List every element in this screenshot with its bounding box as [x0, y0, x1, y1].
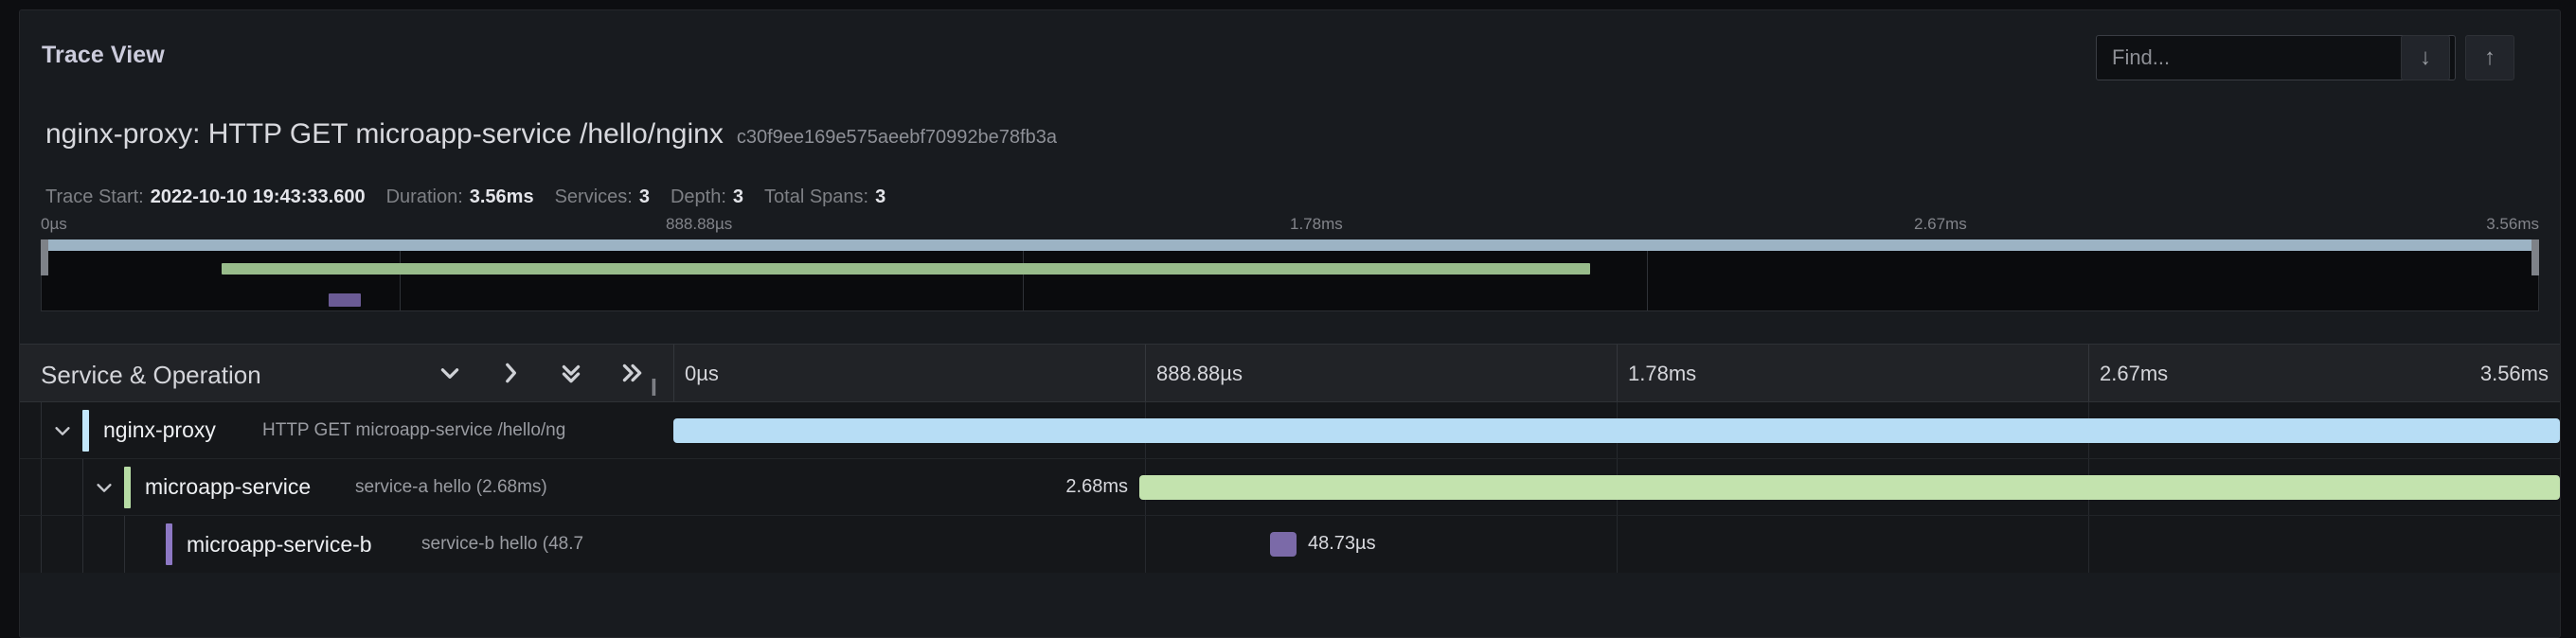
timeline-column-divider: [1617, 345, 1618, 401]
meta-duration: Duration: 3.56ms: [386, 186, 534, 208]
timeline-tick-0: 0µs: [685, 362, 719, 385]
find-next-button[interactable]: ↓: [2401, 35, 2450, 80]
meta-label: Duration:: [385, 186, 463, 207]
minimap-ticks: 0µs 888.88µs 1.78ms 2.67ms 3.56ms: [20, 213, 2560, 239]
panel-header: Trace View ↓ ↑: [20, 10, 2560, 92]
minimap-bar-microapp-service: [222, 263, 1590, 275]
span-name-cell[interactable]: microapp-service service-a hello (2.68ms…: [20, 459, 673, 515]
minimap-drag-handle-right[interactable]: [2531, 239, 2539, 275]
meta-services: Services: 3: [555, 186, 650, 208]
arrow-down-icon: ↓: [2420, 44, 2431, 70]
span-duration-bar[interactable]: [1139, 475, 2560, 500]
span-operation-name: HTTP GET microapp-service /hello/ng: [262, 419, 566, 440]
span-bar-cell[interactable]: [673, 402, 2560, 458]
meta-label: Services:: [554, 186, 633, 207]
meta-trace-start: Trace Start: 2022-10-10 19:43:33.600: [45, 186, 366, 208]
service-operation-column-header: Service & Operation: [41, 361, 261, 389]
minimap-gridline: [400, 240, 401, 310]
service-color-swatch: [124, 467, 131, 508]
minimap-bar-microapp-service-b: [329, 293, 361, 307]
span-operation-name: service-a hello (2.68ms): [355, 476, 547, 497]
expand-collapse-controls: [437, 358, 645, 388]
span-expander-toggle[interactable]: [50, 418, 75, 443]
span-duration-bar[interactable]: [1270, 532, 1297, 557]
meta-value: 2022-10-10 19:43:33.600: [150, 186, 366, 207]
span-operation-name: service-b hello (48.7: [421, 534, 584, 554]
meta-label: Total Spans:: [764, 186, 869, 207]
search-input[interactable]: [2096, 35, 2456, 80]
timeline-column-divider: [673, 345, 674, 401]
expand-one-level-icon[interactable]: [497, 358, 524, 388]
minimap-tick-3: 2.67ms: [1914, 215, 1967, 233]
meta-total-spans: Total Spans: 3: [764, 186, 886, 208]
span-name-cell[interactable]: microapp-service-b service-b hello (48.7: [20, 516, 673, 573]
service-color-swatch: [166, 523, 172, 565]
span-expander-toggle[interactable]: [92, 475, 116, 500]
table-row[interactable]: nginx-proxy HTTP GET microapp-service /h…: [20, 402, 2560, 459]
span-duration-bar[interactable]: [673, 418, 2560, 443]
timeline-column-divider: [2088, 345, 2089, 401]
minimap-tick-1: 888.88µs: [666, 215, 733, 233]
trace-meta: Trace Start: 2022-10-10 19:43:33.600 Dur…: [45, 186, 906, 208]
expand-all-icon[interactable]: [618, 358, 645, 388]
span-bar-cell[interactable]: 48.73µs: [673, 516, 2560, 573]
page-title: Trace View: [42, 42, 165, 68]
span-duration-label: 2.68ms: [1065, 476, 1128, 497]
meta-value: 3: [638, 186, 650, 207]
trace-header: nginx-proxy: HTTP GET microapp-service /…: [45, 118, 1057, 151]
trace-id[interactable]: c30f9ee169e575aeebf70992be78fb3a: [736, 127, 1057, 148]
table-row[interactable]: microapp-service service-a hello (2.68ms…: [20, 459, 2560, 516]
timeline-column-divider: [1145, 345, 1146, 401]
trace-title: nginx-proxy: HTTP GET microapp-service /…: [45, 118, 724, 150]
minimap-tick-4: 3.56ms: [2486, 215, 2539, 233]
span-service-name: nginx-proxy: [103, 417, 216, 442]
timeline-tick-2: 1.78ms: [1628, 362, 1697, 385]
meta-value: 3: [732, 186, 744, 207]
span-service-name: microapp-service-b: [187, 531, 372, 557]
timeline-tick-4: 3.56ms: [2479, 362, 2549, 385]
minimap-selection-bar[interactable]: [41, 239, 2539, 251]
minimap-tick-2: 1.78ms: [1290, 215, 1343, 233]
timeline-tick-3: 2.67ms: [2100, 362, 2169, 385]
arrow-up-icon: ↑: [2484, 44, 2496, 70]
table-row[interactable]: microapp-service-b service-b hello (48.7…: [20, 516, 2560, 573]
trace-minimap[interactable]: 0µs 888.88µs 1.78ms 2.67ms 3.56ms: [20, 213, 2560, 334]
meta-value: 3.56ms: [469, 186, 534, 207]
minimap-canvas[interactable]: [41, 239, 2539, 311]
trace-view-panel: Trace View ↓ ↑ nginx-proxy: HTTP GET mic…: [19, 9, 2561, 638]
timeline-header: Service & Operation || 0µs 888.88µs 1.78…: [20, 344, 2560, 402]
find-controls: [2096, 35, 2456, 80]
meta-label: Trace Start:: [45, 186, 144, 207]
column-resize-handle[interactable]: ||: [651, 377, 657, 397]
collapse-one-level-icon[interactable]: [437, 358, 463, 388]
meta-label: Depth:: [670, 186, 726, 207]
meta-depth: Depth: 3: [671, 186, 743, 208]
meta-value: 3: [875, 186, 886, 207]
minimap-gridline: [1647, 240, 1648, 310]
minimap-drag-handle-left[interactable]: [41, 239, 48, 275]
span-service-name: microapp-service: [145, 474, 312, 499]
span-name-cell[interactable]: nginx-proxy HTTP GET microapp-service /h…: [20, 402, 673, 458]
span-bar-cell[interactable]: 2.68ms: [673, 459, 2560, 515]
collapse-all-icon[interactable]: [558, 358, 584, 388]
span-rows: nginx-proxy HTTP GET microapp-service /h…: [20, 402, 2560, 573]
service-color-swatch: [82, 410, 89, 452]
find-prev-button[interactable]: ↑: [2465, 35, 2514, 80]
timeline-tick-1: 888.88µs: [1156, 362, 1243, 385]
minimap-tick-0: 0µs: [41, 215, 67, 233]
span-duration-label: 48.73µs: [1308, 533, 1376, 554]
minimap-gridline: [1023, 240, 1024, 310]
